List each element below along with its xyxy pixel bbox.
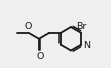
Text: N: N — [83, 41, 90, 50]
Text: O: O — [36, 52, 43, 61]
Text: O: O — [25, 22, 32, 31]
Text: Br: Br — [76, 22, 87, 31]
